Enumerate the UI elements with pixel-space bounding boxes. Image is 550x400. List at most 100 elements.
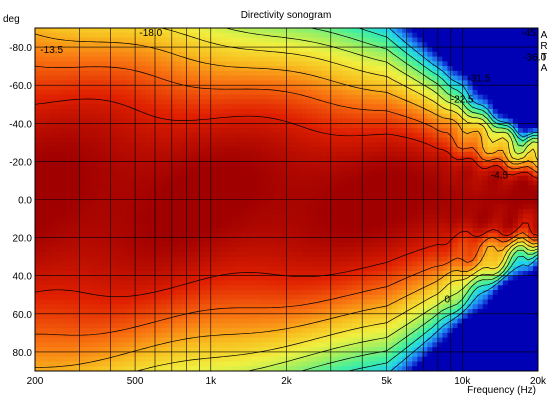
heatmap-cell [180,42,187,48]
heatmap-cell [492,32,499,39]
heatmap-cell [256,104,262,110]
heatmap-cell [100,199,107,205]
heatmap-cell [477,185,484,191]
heatmap-cell [296,242,303,248]
heatmap-cell [517,156,524,162]
heatmap-cell [261,56,267,62]
heatmap-cell [377,189,383,196]
heatmap-cell [175,108,182,115]
heatmap-cell [447,147,454,153]
heatmap-cell [336,156,343,162]
heatmap-cell [296,247,303,253]
heatmap-cell [522,42,529,48]
heatmap-cell [502,194,509,201]
heatmap-cell [170,251,177,258]
heatmap-cell [256,156,262,162]
heatmap-cell [482,256,489,263]
heatmap-cell [85,137,91,143]
heatmap-cell [286,194,293,201]
heatmap-cell [452,223,459,229]
heatmap-cell [356,142,363,148]
heatmap-cell [246,132,252,139]
heatmap-cell [110,37,117,43]
heatmap-cell [216,147,222,153]
heatmap-cell [497,170,504,177]
heatmap-cell [70,151,76,158]
heatmap-cell [346,209,353,215]
heatmap-cell [366,199,373,205]
heatmap-cell [261,194,267,201]
heatmap-cell [512,32,519,39]
heatmap-cell [221,104,227,110]
heatmap-cell [216,247,222,253]
heatmap-cell [125,80,132,86]
heatmap-cell [291,61,298,67]
heatmap-cell [50,70,56,77]
heatmap-cell [316,151,323,158]
heatmap-cell [306,166,313,172]
heatmap-cell [246,156,252,162]
heatmap-cell [301,251,308,258]
heatmap-cell [140,132,147,139]
heatmap-cell [85,232,91,239]
heatmap-cell [346,180,353,186]
heatmap-cell [216,166,222,172]
heatmap-cell [527,247,534,253]
heatmap-cell [85,261,91,267]
heatmap-cell [472,66,479,72]
heatmap-cell [70,180,76,186]
heatmap-cell [226,142,232,148]
heatmap-cell [372,147,378,153]
heatmap-cell [195,42,202,48]
heatmap-cell [331,232,338,239]
heatmap-cell [402,32,408,39]
heatmap-cell [366,242,373,248]
heatmap-cell [95,99,101,105]
heatmap-cell [281,132,288,139]
heatmap-cell [180,247,187,253]
heatmap-cell [286,199,293,205]
heatmap-cell [487,128,494,134]
heatmap-cell [175,166,182,172]
heatmap-cell [120,47,127,53]
heatmap-cell [517,104,524,110]
heatmap-cell [216,156,222,162]
heatmap-cell [527,232,534,239]
heatmap-cell [452,228,459,234]
heatmap-cell [165,132,172,139]
heatmap-cell [175,199,182,205]
heatmap-cell [70,66,76,72]
heatmap-cell [40,204,46,210]
heatmap-cell [180,56,187,62]
heatmap-cell [45,242,51,248]
heatmap-cell [532,104,538,110]
heatmap-cell [497,194,504,201]
heatmap-cell [155,170,162,177]
heatmap-cell [241,75,247,81]
heatmap-cell [200,166,207,172]
heatmap-cell [457,32,464,39]
heatmap-cell [165,123,172,129]
heatmap-cell [422,189,428,196]
heatmap-cell [221,170,227,177]
heatmap-cell [432,32,438,39]
heatmap-cell [236,47,242,53]
heatmap-cell [366,180,373,186]
heatmap-cell [261,113,267,120]
heatmap-cell [532,185,538,191]
heatmap-cell [482,61,489,67]
heatmap-cell [407,189,413,196]
heatmap-cell [251,161,257,167]
heatmap-cell [532,142,538,148]
heatmap-cell [296,37,303,43]
heatmap-cell [170,99,177,105]
heatmap-cell [231,99,237,105]
heatmap-cell [60,132,66,139]
heatmap-cell [392,228,398,234]
heatmap-cell [120,75,127,81]
heatmap-cell [361,128,368,134]
heatmap-cell [100,151,107,158]
heatmap-cell [251,218,257,224]
heatmap-cell [382,147,388,153]
heatmap-cell [492,213,499,220]
